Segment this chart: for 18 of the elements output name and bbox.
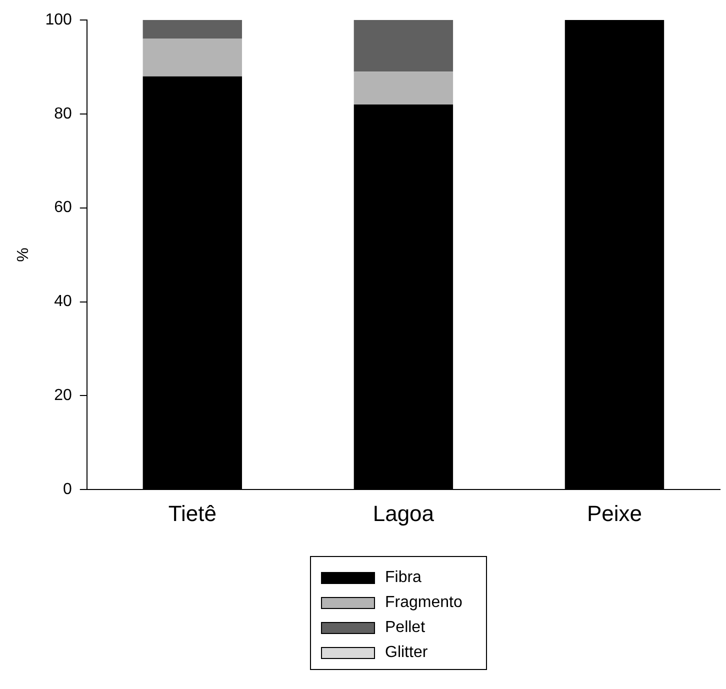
y-tick-label: 100 xyxy=(45,11,72,28)
y-tick-label: 20 xyxy=(54,387,72,404)
bar xyxy=(354,20,454,72)
legend-label: Fragmento xyxy=(385,594,462,612)
x-tick-label: Peixe xyxy=(586,500,642,526)
bar xyxy=(354,72,454,105)
bar xyxy=(142,38,242,76)
x-tick-label: Lagoa xyxy=(372,500,435,526)
legend-label: Glitter xyxy=(385,644,428,662)
bar xyxy=(142,20,242,39)
legend-label: Pellet xyxy=(385,618,426,636)
y-tick-label: 80 xyxy=(54,105,72,122)
legend-label: Fibra xyxy=(385,568,422,586)
y-tick-label: 0 xyxy=(62,481,72,498)
y-tick-label: 40 xyxy=(54,293,72,310)
y-axis-title: % xyxy=(15,248,32,262)
x-tick-label: Tietê xyxy=(168,500,216,526)
y-tick-label: 60 xyxy=(54,199,72,216)
